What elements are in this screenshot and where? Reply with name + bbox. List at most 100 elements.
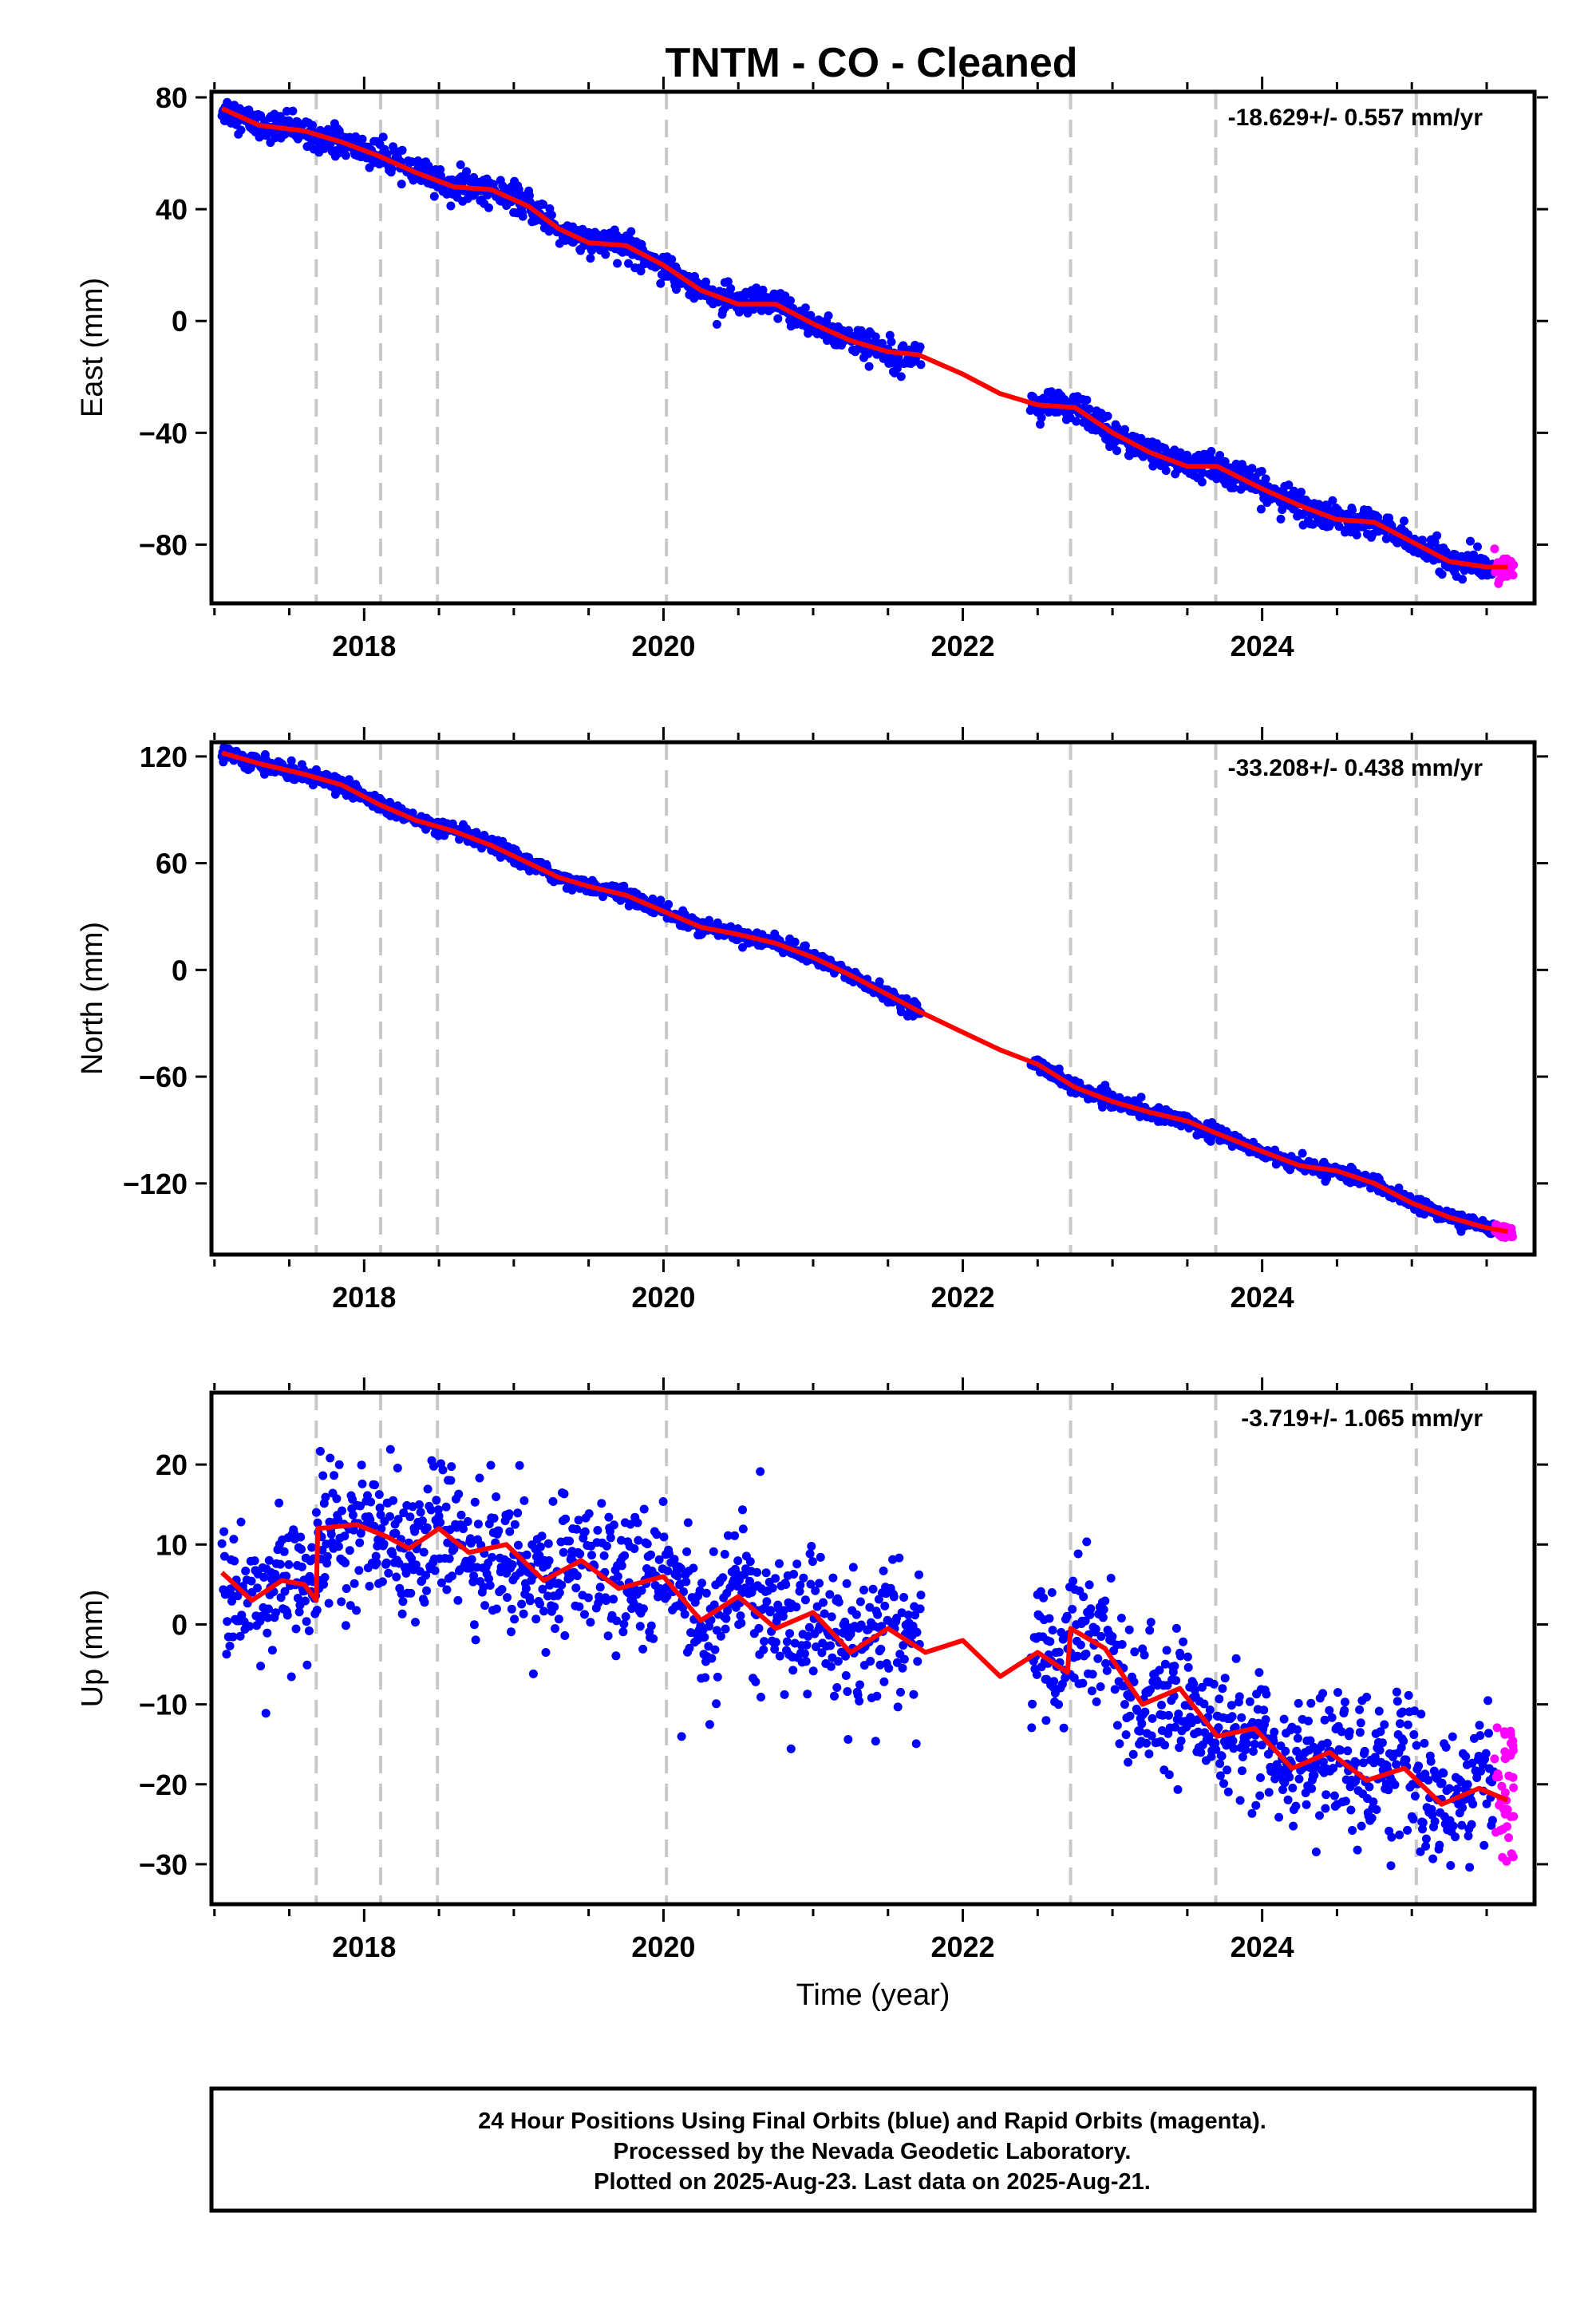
final-orbit-point bbox=[275, 1559, 285, 1569]
final-orbit-point bbox=[1274, 1812, 1284, 1822]
final-orbit-point bbox=[733, 1556, 743, 1566]
final-orbit-point bbox=[1199, 1699, 1209, 1709]
final-orbit-point bbox=[1231, 1654, 1241, 1663]
final-orbit-point bbox=[259, 1572, 269, 1582]
final-orbit-point bbox=[507, 1604, 516, 1614]
final-orbit-point bbox=[467, 1555, 476, 1564]
final-orbit-point bbox=[1235, 1692, 1244, 1701]
final-orbit-point bbox=[341, 1558, 350, 1567]
rapid-orbit-point bbox=[1509, 1812, 1519, 1821]
rapid-orbit-point bbox=[1509, 560, 1519, 570]
final-orbit-point bbox=[1069, 1576, 1078, 1586]
final-orbit-point bbox=[462, 167, 472, 176]
final-orbit-point bbox=[1096, 1682, 1105, 1691]
final-orbit-point bbox=[723, 277, 733, 287]
final-orbit-point bbox=[334, 1542, 343, 1551]
final-orbit-point bbox=[773, 314, 783, 323]
final-orbit-point bbox=[597, 1499, 606, 1508]
final-orbit-point bbox=[1293, 1725, 1302, 1734]
final-orbit-point bbox=[282, 1571, 291, 1581]
final-orbit-point bbox=[1124, 1757, 1133, 1767]
final-orbit-point bbox=[1418, 536, 1427, 545]
final-orbit-point bbox=[1183, 1662, 1193, 1672]
final-orbit-point bbox=[454, 1489, 464, 1499]
final-orbit-point bbox=[1194, 1727, 1203, 1737]
final-orbit-point bbox=[1448, 1821, 1458, 1831]
final-orbit-point bbox=[1068, 1604, 1077, 1614]
final-orbit-point bbox=[539, 200, 548, 209]
final-orbit-point bbox=[782, 1637, 792, 1646]
final-orbit-point bbox=[1329, 1764, 1338, 1773]
final-orbit-point bbox=[630, 1544, 639, 1553]
final-orbit-point bbox=[1404, 1690, 1413, 1700]
final-orbit-point bbox=[388, 1549, 397, 1559]
final-orbit-point bbox=[1218, 1684, 1227, 1694]
final-orbit-point bbox=[539, 1607, 548, 1616]
final-orbit-point bbox=[824, 311, 833, 321]
final-orbit-point bbox=[815, 1579, 824, 1588]
final-orbit-point bbox=[1318, 1757, 1328, 1767]
final-orbit-point bbox=[673, 1571, 682, 1581]
final-orbit-point bbox=[713, 1672, 722, 1682]
final-orbit-point bbox=[1032, 1670, 1041, 1679]
final-orbit-point bbox=[1393, 1697, 1402, 1706]
final-orbit-point bbox=[759, 1645, 768, 1654]
final-orbit-point bbox=[1437, 570, 1447, 579]
final-orbit-point bbox=[337, 1597, 346, 1607]
final-orbit-point bbox=[572, 1524, 582, 1534]
final-orbit-point bbox=[893, 1702, 903, 1712]
y-tick-label: 80 bbox=[156, 81, 188, 114]
final-orbit-point bbox=[1045, 1614, 1054, 1623]
final-orbit-point bbox=[802, 1640, 812, 1650]
final-orbit-point bbox=[1304, 1717, 1313, 1725]
final-orbit-point bbox=[1254, 1668, 1264, 1678]
rapid-orbit-point bbox=[1504, 1771, 1514, 1780]
final-orbit-point bbox=[1057, 1627, 1066, 1637]
final-orbit-point bbox=[432, 1496, 441, 1505]
final-orbit-point bbox=[229, 1535, 239, 1544]
final-orbit-point bbox=[267, 1646, 277, 1655]
final-orbit-point bbox=[1140, 1707, 1150, 1717]
final-orbit-point bbox=[1144, 1749, 1154, 1759]
final-orbit-point bbox=[241, 1567, 251, 1575]
final-orbit-point bbox=[1396, 1719, 1404, 1729]
final-orbit-point bbox=[1223, 1787, 1233, 1796]
event-lines bbox=[314, 1393, 1418, 1904]
final-orbit-point bbox=[587, 246, 596, 255]
final-orbit-point bbox=[875, 977, 884, 986]
final-orbit-point bbox=[1315, 1811, 1324, 1820]
final-orbit-point bbox=[875, 1660, 885, 1670]
final-orbit-point bbox=[898, 1663, 907, 1673]
final-orbit-point bbox=[803, 1690, 812, 1699]
final-orbit-point bbox=[469, 1620, 479, 1630]
final-orbit-point bbox=[766, 1606, 776, 1615]
final-orbit-point bbox=[1337, 1727, 1346, 1737]
final-orbit-point bbox=[1395, 1830, 1404, 1840]
final-orbit-point bbox=[1088, 1670, 1097, 1679]
final-orbit-point bbox=[406, 1588, 416, 1598]
final-orbit-point bbox=[751, 1677, 760, 1686]
final-orbit-point bbox=[525, 1596, 535, 1606]
final-orbit-point bbox=[1289, 1821, 1298, 1831]
final-orbit-point bbox=[510, 1614, 519, 1624]
final-orbit-point bbox=[372, 1558, 381, 1567]
final-orbit-point bbox=[626, 1520, 635, 1529]
final-orbit-point bbox=[338, 1506, 346, 1516]
final-orbit-point bbox=[855, 1680, 864, 1690]
plot-frame bbox=[209, 89, 1537, 606]
final-orbit-point bbox=[1464, 1832, 1473, 1840]
final-orbit-point bbox=[1292, 1746, 1302, 1756]
final-orbit-point bbox=[667, 255, 677, 264]
final-orbit-point bbox=[785, 1629, 795, 1638]
final-orbit-point bbox=[1310, 1770, 1319, 1780]
final-orbit-point bbox=[233, 1591, 243, 1601]
final-orbit-point bbox=[1446, 1861, 1456, 1870]
final-orbit-point bbox=[1256, 504, 1266, 514]
final-orbit-point bbox=[825, 1590, 835, 1599]
final-orbit-point bbox=[1084, 405, 1094, 413]
final-orbit-point bbox=[1328, 496, 1337, 505]
final-orbit-point bbox=[1146, 1685, 1155, 1694]
final-orbit-point bbox=[771, 1574, 780, 1583]
final-orbit-point bbox=[378, 132, 388, 142]
final-orbit-point bbox=[712, 319, 721, 329]
